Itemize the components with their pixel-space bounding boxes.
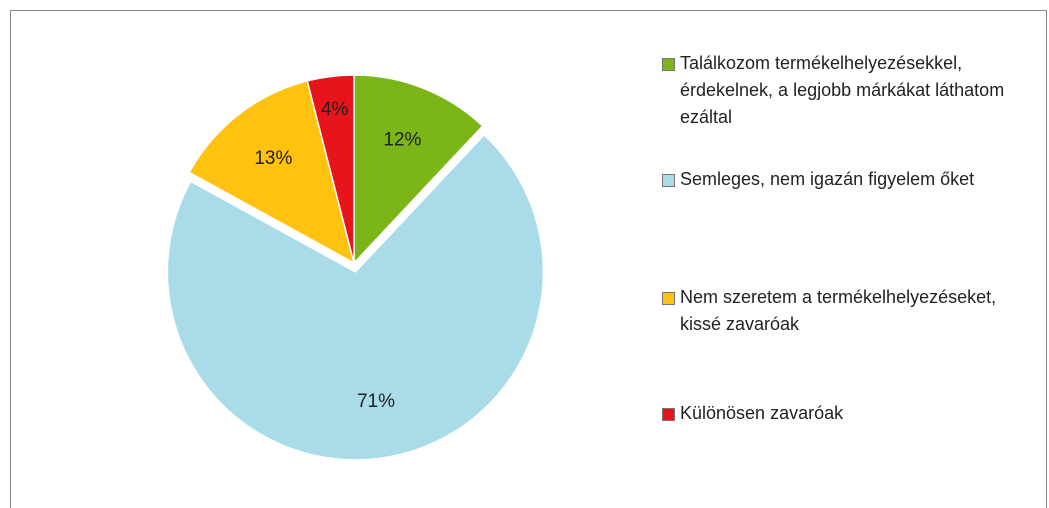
data-label: 4% [321,99,349,120]
pie-slice [188,79,356,265]
legend-entry: Különösen zavaróak [662,400,1037,427]
data-label: 71% [357,391,395,412]
pie-slice [353,74,484,265]
frame [10,10,1047,508]
data-label: 12% [383,130,421,151]
legend-swatch [662,58,675,71]
legend-label: Nem szeretem a termékelhelyezéseket, kis… [680,287,997,334]
legend-label: Találkozom termékelhelyezésekkel, érdeke… [680,53,1005,127]
legend-swatch [662,408,675,421]
legend-swatch [662,292,675,305]
data-label: 13% [254,148,292,169]
legend-entry: Találkozom termékelhelyezésekkel, érdeke… [662,50,1037,131]
legend-label: Különösen zavaróak [680,403,844,423]
legend-entry: Nem szeretem a termékelhelyezéseket, kis… [662,284,1037,338]
legend-label: Semleges, nem igazán figyelem őket [680,169,975,189]
pie-slice [166,133,545,461]
legend-swatch [662,174,675,187]
pie-slice [306,74,355,264]
legend-entry: Semleges, nem igazán figyelem őket [662,166,1037,193]
